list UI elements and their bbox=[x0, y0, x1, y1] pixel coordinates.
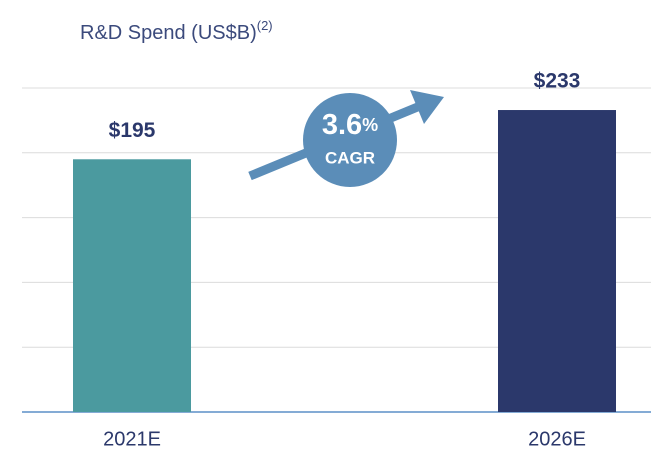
x-tick-label: 2021E bbox=[103, 428, 161, 450]
cagr-label: CAGR bbox=[325, 148, 375, 167]
bar bbox=[73, 159, 191, 412]
cagr-value: 3.6% bbox=[322, 109, 378, 141]
cagr-annotation: 3.6% CAGR bbox=[248, 90, 444, 187]
cagr-arrow-head bbox=[410, 90, 444, 124]
chart-title-note: (2) bbox=[257, 18, 273, 33]
value-label: $195 bbox=[109, 119, 156, 142]
cagr-badge bbox=[303, 93, 397, 187]
chart-title-text: R&D Spend (US$B) bbox=[80, 22, 257, 44]
bar bbox=[498, 110, 616, 413]
value-label: $233 bbox=[534, 70, 581, 93]
cagr-number: 3.6 bbox=[322, 109, 362, 141]
cagr-unit: % bbox=[362, 115, 378, 135]
chart-title: R&D Spend (US$B)(2) bbox=[80, 18, 273, 44]
x-tick-label: 2026E bbox=[528, 428, 586, 450]
bars: $195 2021E $233 2026E bbox=[73, 70, 616, 450]
